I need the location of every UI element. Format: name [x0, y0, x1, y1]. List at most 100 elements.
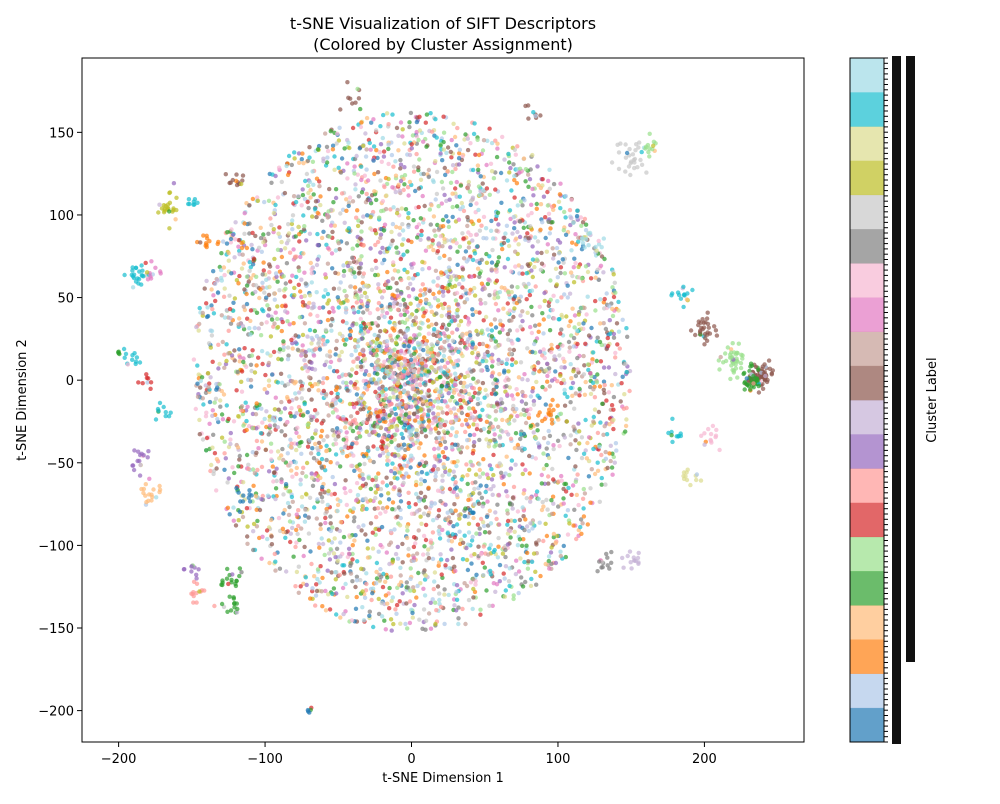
scatter-point — [379, 295, 385, 300]
scatter-point — [563, 193, 568, 199]
scatter-point — [323, 327, 328, 333]
scatter-point — [441, 306, 446, 311]
scatter-point — [210, 359, 215, 364]
scatter-point — [567, 345, 572, 350]
scatter-point — [570, 483, 576, 488]
scatter-point — [382, 222, 388, 227]
scatter-point — [573, 261, 578, 266]
scatter-point — [275, 247, 281, 252]
scatter-point — [350, 543, 355, 548]
scatter-point — [423, 248, 429, 253]
scatter-point — [465, 445, 470, 450]
scatter-point — [465, 438, 470, 443]
scatter-point — [244, 427, 249, 433]
scatter-point — [624, 326, 629, 331]
scatter-point — [440, 244, 445, 249]
scatter-point — [244, 506, 250, 511]
scatter-point — [267, 560, 272, 566]
scatter-point — [325, 317, 331, 323]
scatter-point — [431, 411, 436, 416]
scatter-point — [517, 271, 522, 276]
scatter-point — [461, 256, 467, 261]
scatter-point — [424, 144, 429, 149]
scatter-point — [525, 377, 530, 383]
scatter-point — [355, 410, 360, 415]
scatter-point — [477, 260, 482, 266]
scatter-point — [432, 327, 437, 332]
scatter-point — [558, 270, 563, 276]
scatter-point — [408, 429, 414, 434]
scatter-point — [421, 607, 427, 612]
scatter-point — [310, 586, 315, 591]
scatter-point — [564, 314, 569, 319]
scatter-point — [263, 372, 268, 378]
scatter-point — [409, 146, 414, 151]
scatter-point — [441, 114, 446, 119]
scatter-point — [499, 400, 505, 406]
scatter-point — [416, 186, 422, 191]
scatter-point — [273, 173, 278, 179]
scatter-point — [257, 507, 263, 513]
scatter-point — [376, 300, 382, 306]
scatter-point — [347, 421, 352, 426]
scatter-point — [342, 571, 347, 576]
scatter-point — [471, 443, 477, 449]
scatter-point — [485, 327, 490, 332]
scatter-point — [353, 606, 359, 611]
scatter-point — [530, 186, 535, 192]
scatter-point — [600, 401, 605, 406]
scatter-point — [390, 112, 395, 117]
scatter-point — [507, 472, 512, 478]
scatter-point — [441, 429, 447, 434]
scatter-point — [428, 222, 433, 227]
scatter-point — [429, 203, 434, 208]
scatter-point — [546, 428, 551, 434]
scatter-point — [395, 556, 401, 561]
scatter-point — [224, 241, 230, 246]
scatter-point — [515, 229, 520, 235]
scatter-point — [320, 575, 325, 581]
scatter-point — [468, 202, 473, 208]
scatter-point — [387, 395, 393, 401]
scatter-point — [317, 179, 322, 184]
scatter-point — [386, 246, 391, 251]
scatter-point — [394, 125, 400, 131]
scatter-point — [418, 288, 423, 293]
scatter-point — [206, 385, 211, 390]
scatter-point — [410, 133, 416, 138]
scatter-point — [525, 550, 530, 556]
scatter-point — [435, 405, 441, 410]
scatter-point — [553, 560, 559, 566]
scatter-point — [384, 475, 389, 480]
scatter-point — [218, 404, 223, 409]
scatter-point — [262, 290, 267, 295]
scatter-point — [476, 207, 481, 213]
scatter-point — [437, 591, 442, 596]
scatter-point — [463, 621, 468, 627]
scatter-point — [576, 421, 581, 426]
scatter-point — [414, 428, 419, 433]
scatter-point — [476, 218, 482, 223]
scatter-point — [471, 595, 476, 600]
scatter-point — [244, 291, 249, 297]
scatter-point — [431, 332, 436, 337]
scatter-point — [530, 274, 535, 280]
scatter-point — [526, 559, 531, 564]
scatter-point — [360, 605, 365, 610]
scatter-point — [255, 198, 261, 203]
scatter-point — [515, 144, 520, 149]
scatter-point — [509, 188, 514, 193]
scatter-point — [266, 313, 271, 318]
scatter-point — [228, 441, 233, 447]
scatter-point — [541, 504, 546, 509]
scatter-point — [520, 505, 525, 510]
scatter-point — [502, 235, 507, 240]
scatter-point — [301, 213, 306, 218]
scatter-point — [376, 471, 381, 476]
scatter-point — [283, 281, 288, 286]
scatter-point — [571, 265, 576, 270]
scatter-point — [456, 621, 461, 627]
scatter-point — [292, 150, 297, 155]
scatter-point — [321, 229, 326, 234]
scatter-point — [328, 514, 333, 519]
